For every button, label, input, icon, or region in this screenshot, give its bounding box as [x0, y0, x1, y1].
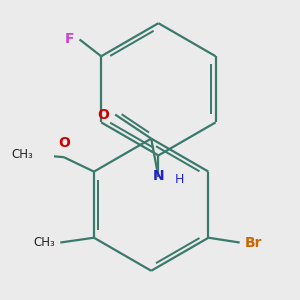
Text: O: O [58, 136, 70, 150]
Text: Br: Br [244, 236, 262, 250]
Text: O: O [97, 107, 109, 122]
Text: N: N [153, 169, 164, 183]
Text: F: F [65, 32, 75, 46]
Text: CH₃: CH₃ [34, 236, 56, 249]
Text: H: H [175, 173, 184, 186]
Text: CH₃: CH₃ [11, 148, 33, 161]
